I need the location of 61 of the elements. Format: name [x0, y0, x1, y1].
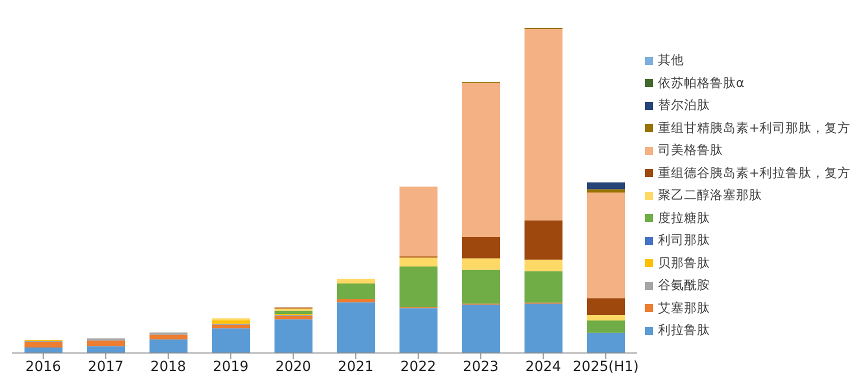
legend-label: 重组甘精胰岛素+利司那肽，复方: [658, 120, 850, 136]
bar: [524, 28, 562, 220]
bar: [337, 283, 375, 300]
bar: [274, 319, 312, 353]
legend-label: 度拉糖肽: [658, 210, 710, 226]
bar: [400, 257, 438, 267]
bar: [587, 192, 625, 298]
bar: [587, 320, 625, 333]
bar: [587, 182, 625, 190]
bar: [587, 314, 625, 320]
bar: [274, 308, 312, 311]
x-tick-label: 2025(H1): [572, 358, 639, 375]
x-tick-label: 2019: [212, 358, 249, 375]
bar: [337, 302, 375, 353]
bar: [400, 308, 438, 353]
bar: [462, 82, 500, 237]
x-tick-label: 2021: [338, 358, 374, 375]
bar: [462, 270, 500, 304]
legend-label: 聚乙二醇洛塞那肽: [658, 187, 762, 204]
bar: [87, 340, 125, 346]
legend-label: 利司那肽: [658, 232, 710, 249]
bar: [274, 316, 312, 320]
bar: [150, 334, 188, 340]
bar: [400, 266, 438, 308]
bar: [587, 189, 625, 192]
bar: [24, 342, 62, 348]
x-tick-label: 2024: [525, 358, 562, 375]
bar: [587, 298, 625, 315]
legend-label: 其他: [658, 52, 684, 69]
bar: [150, 339, 188, 353]
bar: [212, 328, 250, 353]
bar: [524, 260, 562, 272]
bar: [524, 220, 562, 260]
bar: [524, 304, 562, 353]
bar: [24, 347, 62, 353]
legend-label: 艾塞那肽: [658, 300, 710, 316]
legend-label: 替尔泊肽: [658, 97, 710, 114]
legend-label: 依苏帕格鲁肽α: [658, 74, 744, 92]
legend-label: 谷氨酰胺: [658, 277, 710, 294]
bar: [462, 236, 500, 258]
bar: [87, 346, 125, 353]
x-tick-label: 2017: [88, 358, 124, 375]
bar: [337, 278, 375, 284]
bar: [400, 186, 438, 256]
x-tick-label: 2016: [25, 358, 62, 375]
bar: [587, 332, 625, 353]
bar: [337, 299, 375, 302]
bar: [462, 258, 500, 270]
x-tick-label: 2020: [275, 358, 312, 375]
bar: [274, 310, 312, 314]
x-tick-label: 2022: [400, 358, 436, 375]
legend-label: 司美格鲁肽: [658, 142, 723, 159]
bar: [212, 320, 250, 324]
legend-label: 利拉鲁肽: [658, 322, 710, 339]
bar: [462, 304, 500, 353]
x-tick-label: 2023: [462, 358, 499, 375]
x-tick-label: 2018: [150, 358, 186, 375]
legend-label: 贝那鲁肽: [658, 254, 710, 272]
legend-label: 重组德谷胰岛素+利拉鲁肽，复方: [658, 164, 850, 182]
bar: [524, 271, 562, 303]
bar: [212, 325, 250, 328]
